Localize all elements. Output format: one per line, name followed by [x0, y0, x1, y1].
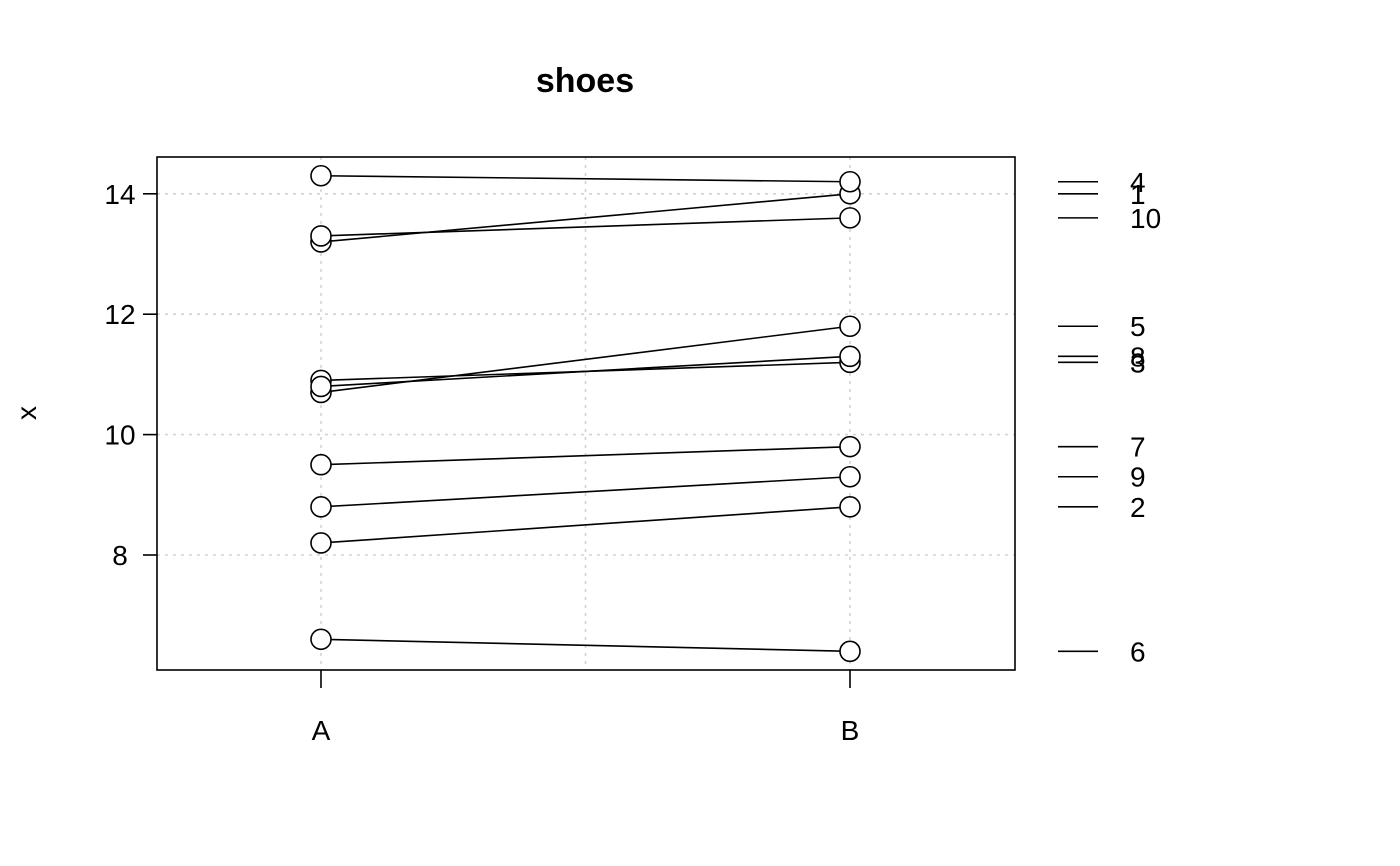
y-axis: 8 10 12 14	[104, 179, 157, 571]
x-tick-label-A: A	[312, 715, 331, 746]
chart-title: shoes	[536, 62, 634, 100]
end-label-9: 9	[1130, 462, 1146, 493]
end-labels: 1 2 3 4 5 6 7 8 9 10	[1058, 167, 1161, 667]
point-7-B	[839, 435, 861, 458]
y-tick-label-12: 12	[104, 299, 135, 330]
series-line-9	[320, 475, 851, 508]
point-2-A	[310, 532, 332, 554]
y-tick-label-8: 8	[112, 540, 128, 571]
series-line-2	[320, 506, 851, 544]
end-label-5: 5	[1130, 311, 1146, 342]
end-label-2: 2	[1130, 492, 1146, 523]
point-5-B	[839, 315, 861, 338]
series-line-7	[320, 445, 851, 466]
series-line-10	[320, 217, 851, 237]
series-line-4	[320, 174, 851, 183]
y-axis-label: x	[11, 406, 42, 420]
point-6-A	[310, 628, 332, 651]
end-label-1: 1	[1130, 179, 1146, 210]
point-8-A	[310, 375, 332, 398]
y-tick-label-10: 10	[104, 420, 135, 451]
end-label-7: 7	[1130, 432, 1146, 463]
x-tick-label-B: B	[841, 715, 860, 746]
series-line-1	[320, 193, 851, 243]
end-label-8: 8	[1130, 341, 1146, 372]
y-tick-label-14: 14	[104, 179, 135, 210]
point-4-A	[310, 164, 332, 187]
series-line-6	[320, 638, 851, 653]
grid	[157, 157, 1015, 670]
end-label-3: 3	[1130, 347, 1146, 378]
point-7-A	[310, 453, 332, 476]
plot-frame	[156, 156, 1016, 671]
point-8-B	[839, 345, 861, 368]
point-9-A	[310, 496, 332, 518]
series-group	[310, 164, 861, 663]
series-line-8	[320, 355, 851, 388]
point-4-B	[839, 170, 861, 193]
end-label-6: 6	[1130, 636, 1146, 667]
point-10-A	[310, 225, 332, 247]
point-9-B	[839, 465, 861, 488]
end-label-4: 4	[1130, 167, 1146, 198]
point-10-B	[839, 207, 861, 229]
point-6-B	[839, 640, 861, 663]
point-2-B	[839, 496, 861, 518]
end-label-10: 10	[1130, 203, 1161, 234]
